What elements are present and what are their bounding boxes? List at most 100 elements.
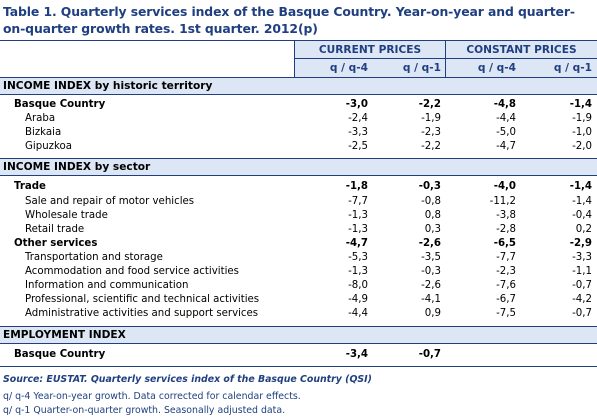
section-band (0, 327, 597, 343)
row-label: Trade (14, 181, 46, 192)
table-row: Basque Country -3,0 -2,2 -4,8 -1,4 (0, 98, 597, 111)
cell-constant-yoy: -6,5 (493, 238, 516, 249)
section-top-rule (0, 326, 597, 327)
row-label: Administrative activities and support se… (25, 308, 259, 319)
cell-current-qoq: -2,6 (418, 238, 441, 249)
current-prices-header: CURRENT PRICES (318, 44, 422, 56)
cell-constant-qoq: -0,7 (572, 280, 592, 291)
cell-constant-qoq: -3,3 (572, 252, 592, 263)
row-label: Wholesale trade (25, 210, 108, 221)
cell-current-yoy: -2,5 (348, 141, 368, 152)
cell-current-qoq: -3,5 (421, 252, 441, 263)
cell-constant-qoq: -1,9 (572, 113, 592, 124)
cell-constant-yoy: -4,7 (496, 141, 516, 152)
cell-constant-qoq: -0,7 (572, 308, 592, 319)
cell-current-yoy: -1,3 (348, 210, 368, 221)
col-header-current-yoy: q / q-4 (329, 62, 368, 74)
cell-current-yoy: -2,4 (348, 113, 368, 124)
table-bottom-rule (0, 366, 597, 367)
section-rule (0, 175, 597, 176)
cell-constant-yoy: -4,8 (493, 99, 516, 110)
cell-constant-yoy: -5,0 (496, 127, 516, 138)
row-label: Sale and repair of motor vehicles (25, 196, 195, 207)
table-row: Sale and repair of motor vehicles -7,7 -… (0, 195, 597, 208)
table-row: Wholesale trade -1,3 0,8 -3,8 -0,4 (0, 209, 597, 222)
table-title: Table 1. Quarterly services index of the… (3, 4, 575, 36)
cell-current-yoy: -5,3 (348, 252, 368, 263)
constant-prices-header: CONSTANT PRICES (466, 44, 577, 56)
cell-constant-yoy: -2,3 (496, 266, 516, 277)
cell-current-qoq: -2,2 (418, 99, 441, 110)
table-row: Administrative activities and support se… (0, 307, 597, 320)
table-row: Other services -4,7 -2,6 -6,5 -2,9 (0, 237, 597, 250)
cell-current-qoq: -0,7 (418, 349, 441, 360)
header-group-divider (445, 40, 446, 77)
row-label: Acommodation and food service activities (25, 266, 239, 277)
cell-constant-yoy: -2,8 (496, 224, 516, 235)
table-row: Transportation and storage -5,3 -3,5 -7,… (0, 251, 597, 264)
cell-constant-qoq: -0,4 (572, 210, 592, 221)
table-row: Basque Country -3,4 -0,7 (0, 348, 597, 361)
cell-current-qoq: -0,3 (421, 266, 441, 277)
section-title: INCOME INDEX by sector (3, 161, 151, 173)
footnote-yoy: q/ q-4 Year-on-year growth. Data correct… (3, 391, 301, 402)
source-note: Source: EUSTAT. Quarterly services index… (3, 374, 372, 385)
row-label: Araba (25, 113, 56, 124)
header-left-divider (294, 40, 295, 77)
header-bottom-rule (0, 77, 597, 78)
cell-constant-qoq: -1,0 (572, 127, 592, 138)
row-label: Basque Country (14, 349, 106, 360)
cell-current-yoy: -3,4 (345, 349, 368, 360)
cell-current-qoq: 0,9 (424, 308, 441, 319)
cell-current-yoy: -4,7 (345, 238, 368, 249)
row-label: Gipuzkoa (25, 141, 73, 152)
cell-current-qoq: -2,2 (421, 141, 441, 152)
table-row: Bizkaia -3,3 -2,3 -5,0 -1,0 (0, 126, 597, 139)
cell-constant-qoq: -1,1 (572, 266, 592, 277)
section-title: INCOME INDEX by historic territory (3, 80, 213, 92)
section-band (0, 159, 597, 175)
cell-constant-qoq: -1,4 (569, 181, 592, 192)
row-label: Professional, scientific and technical a… (25, 294, 260, 305)
cell-constant-yoy: -7,7 (496, 252, 516, 263)
cell-constant-yoy: -7,6 (496, 280, 516, 291)
cell-current-qoq: -4,1 (421, 294, 441, 305)
table-row: Acommodation and food service activities… (0, 265, 597, 278)
cell-current-qoq: -2,3 (421, 127, 441, 138)
footnote-qoq: q/ q-1 Quarter-on-quarter growth. Season… (3, 405, 286, 416)
cell-constant-qoq: -1,4 (572, 196, 592, 207)
cell-constant-yoy: -7,5 (496, 308, 516, 319)
cell-constant-yoy: -6,7 (496, 294, 516, 305)
cell-current-qoq: -0,3 (418, 181, 441, 192)
cell-current-yoy: -3,3 (348, 127, 368, 138)
cell-current-yoy: -1,3 (348, 266, 368, 277)
table-row: Araba -2,4 -1,9 -4,4 -1,9 (0, 112, 597, 125)
cell-current-qoq: -0,8 (421, 196, 441, 207)
row-label: Bizkaia (25, 127, 62, 138)
cell-constant-qoq: -2,9 (569, 238, 592, 249)
cell-constant-yoy: -4,0 (493, 181, 516, 192)
cell-current-yoy: -4,4 (348, 308, 368, 319)
cell-current-qoq: 0,3 (424, 224, 441, 235)
row-label: Other services (14, 238, 98, 249)
row-label: Transportation and storage (25, 252, 163, 263)
cell-constant-qoq: -1,4 (569, 99, 592, 110)
cell-constant-yoy: -11,2 (489, 196, 516, 207)
header-top-rule (0, 40, 597, 41)
table-row: Professional, scientific and technical a… (0, 293, 597, 306)
cell-current-qoq: -1,9 (421, 113, 441, 124)
table-row: Gipuzkoa -2,5 -2,2 -4,7 -2,0 (0, 140, 597, 153)
section-band (0, 78, 597, 94)
col-header-constant-yoy: q / q-4 (477, 62, 516, 74)
table-row: Trade -1,8 -0,3 -4,0 -1,4 (0, 180, 597, 193)
cell-current-yoy: -1,3 (348, 224, 368, 235)
cell-current-yoy: -3,0 (345, 99, 368, 110)
row-label: Retail trade (25, 224, 85, 235)
cell-constant-qoq: -2,0 (572, 141, 592, 152)
cell-current-yoy: -8,0 (348, 280, 368, 291)
cell-constant-qoq: 0,2 (575, 224, 592, 235)
section-rule (0, 94, 597, 95)
cell-constant-qoq: -4,2 (572, 294, 592, 305)
col-header-constant-qoq: q / q-1 (553, 62, 592, 74)
row-label: Basque Country (14, 99, 106, 110)
